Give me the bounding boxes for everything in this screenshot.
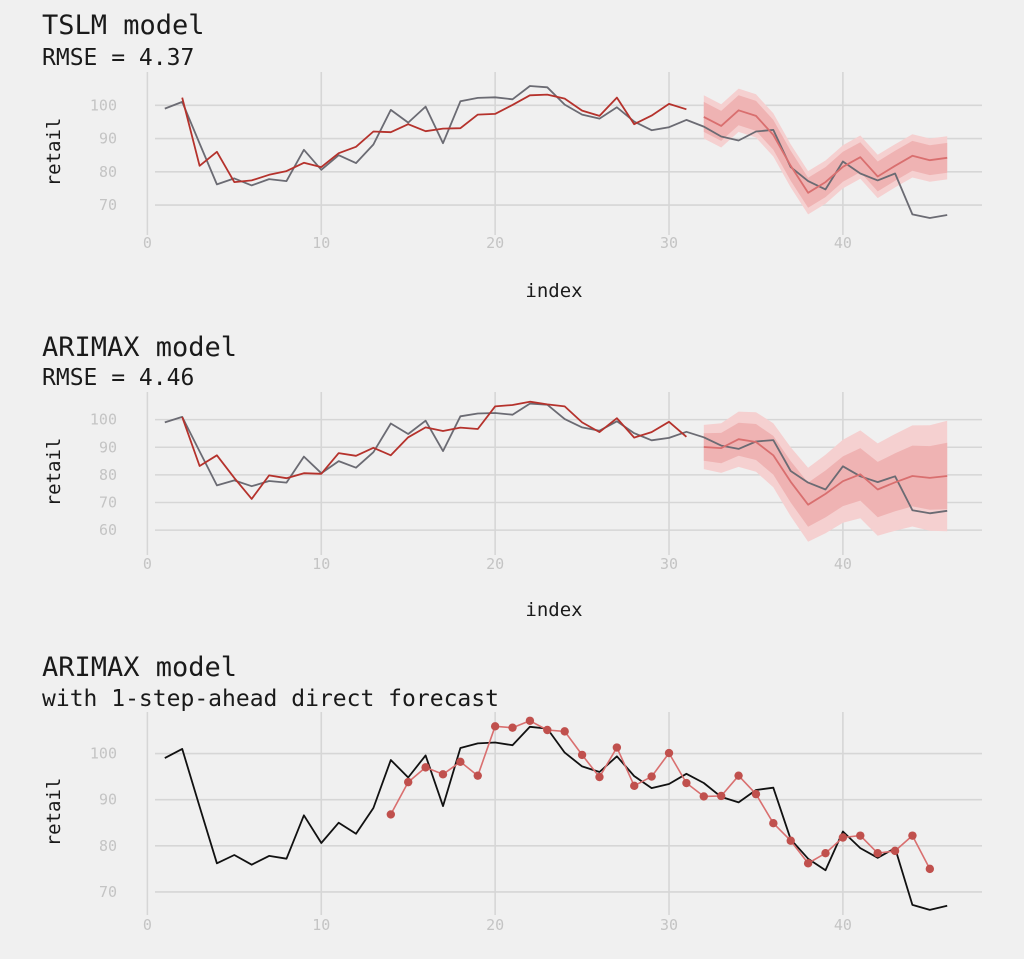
one-step-forecast-point [560, 727, 569, 736]
panel-arimax: ARIMAX model RMSE = 4.46 0 10 20 30 40 60 70 8… [42, 332, 982, 621]
one-step-forecast-point [873, 848, 882, 858]
forecast-mean-line [703, 109, 948, 194]
panel-2-y-ticks: 60 70 80 90 100 [90, 411, 117, 540]
one-step-forecast-point [821, 848, 830, 858]
x-tick-label: 30 [660, 916, 678, 934]
panel-2-series [164, 400, 948, 515]
one-step-forecast-point [456, 757, 465, 767]
panel-3-grid [146, 712, 982, 915]
actual-series-line [164, 725, 948, 911]
panel-arimax-one-step: ARIMAX model with 1-step-ahead direct fo… [42, 652, 982, 934]
x-tick-label: 40 [834, 555, 852, 573]
panel-1-y-ticks: 70 80 90 100 [90, 96, 117, 214]
one-step-forecast-point [786, 836, 795, 845]
panel-3-y-ticks: 70 80 90 100 [90, 745, 117, 901]
x-tick-label: 10 [312, 555, 330, 573]
one-step-forecast-point [508, 723, 517, 732]
one-step-forecast-point [908, 831, 917, 840]
panel-3-x-ticks: 0 10 20 30 40 [143, 916, 852, 934]
y-tick-label: 80 [99, 466, 117, 484]
one-step-forecast-point [856, 831, 865, 840]
panel-1-series [164, 85, 948, 219]
one-step-forecast-point [630, 781, 639, 791]
forecast-mean-line [703, 438, 948, 506]
one-step-forecast-point [734, 771, 743, 780]
one-step-forecast-point [751, 789, 761, 799]
one-step-forecast-point [699, 792, 708, 801]
one-step-forecast-point [490, 722, 500, 731]
x-tick-label: 30 [660, 555, 678, 573]
y-tick-label: 90 [99, 438, 117, 456]
x-tick-label: 0 [143, 234, 152, 252]
x-tick-label: 10 [312, 234, 330, 252]
panel-1-y-axis-label: retail [43, 118, 65, 187]
y-tick-label: 100 [90, 96, 117, 114]
panel-3-y-axis-label: retail [43, 778, 65, 847]
one-step-forecast-point [612, 743, 622, 752]
panel-2-x-ticks: 0 10 20 30 40 [143, 555, 852, 573]
panel-3-subtitle: with 1-step-ahead direct forecast [42, 686, 499, 712]
one-step-forecast-point [386, 810, 396, 819]
x-tick-label: 0 [143, 916, 152, 934]
fitted-series-line [181, 93, 687, 184]
panel-1-x-ticks: 0 10 20 30 40 [143, 234, 852, 252]
y-tick-label: 90 [99, 130, 117, 148]
one-step-forecast-point [769, 818, 778, 828]
one-step-forecast-point [716, 791, 726, 801]
panel-2-title: ARIMAX model [42, 332, 237, 363]
y-tick-label: 90 [99, 791, 117, 809]
one-step-forecast-point [682, 778, 691, 788]
y-tick-label: 60 [99, 521, 117, 539]
fitted-series-line [181, 400, 687, 500]
actual-series-line [164, 402, 948, 515]
one-step-forecast-point [404, 777, 413, 787]
one-step-forecast-point [890, 846, 900, 856]
x-tick-label: 40 [834, 234, 852, 252]
x-tick-label: 20 [486, 916, 504, 934]
y-tick-label: 70 [99, 883, 117, 901]
x-tick-label: 20 [486, 234, 504, 252]
one-step-forecast-point [577, 750, 587, 760]
panel-3-series [164, 716, 948, 911]
one-step-forecast-point [925, 864, 935, 874]
panel-2-x-axis-label: index [525, 599, 582, 621]
y-tick-label: 80 [99, 837, 117, 855]
x-tick-label: 20 [486, 555, 504, 573]
panel-tslm: TSLM model RMSE = 4.37 0 10 20 30 40 70 80 90 1… [42, 10, 982, 302]
y-tick-label: 80 [99, 163, 117, 181]
panel-2-y-axis-label: retail [43, 438, 65, 507]
one-step-forecast-point [421, 763, 430, 772]
panel-2-subtitle: RMSE = 4.46 [42, 365, 194, 391]
x-tick-label: 0 [143, 555, 152, 573]
panel-3-title: ARIMAX model [42, 652, 237, 683]
y-tick-label: 100 [90, 745, 117, 763]
y-tick-label: 100 [90, 411, 117, 429]
panel-1-bands [703, 88, 948, 215]
one-step-forecast-point [647, 772, 656, 781]
x-tick-label: 10 [312, 916, 330, 934]
panel-1-subtitle: RMSE = 4.37 [42, 45, 194, 71]
one-step-forecast-point [543, 725, 552, 735]
x-tick-label: 30 [660, 234, 678, 252]
forecast-band-80 [703, 95, 948, 208]
one-step-forecast-point [664, 748, 674, 758]
one-step-forecast-point [595, 772, 604, 782]
panel-1-x-axis-label: index [525, 280, 582, 302]
one-step-forecast-point [438, 770, 448, 779]
one-step-forecast-point [838, 833, 848, 842]
panel-1-title: TSLM model [42, 10, 205, 41]
y-tick-label: 70 [99, 196, 117, 214]
one-step-forecast-point [803, 859, 813, 868]
one-step-forecast-point [525, 716, 535, 725]
x-tick-label: 40 [834, 916, 852, 934]
y-tick-label: 70 [99, 494, 117, 512]
one-step-forecast-point [473, 771, 482, 780]
